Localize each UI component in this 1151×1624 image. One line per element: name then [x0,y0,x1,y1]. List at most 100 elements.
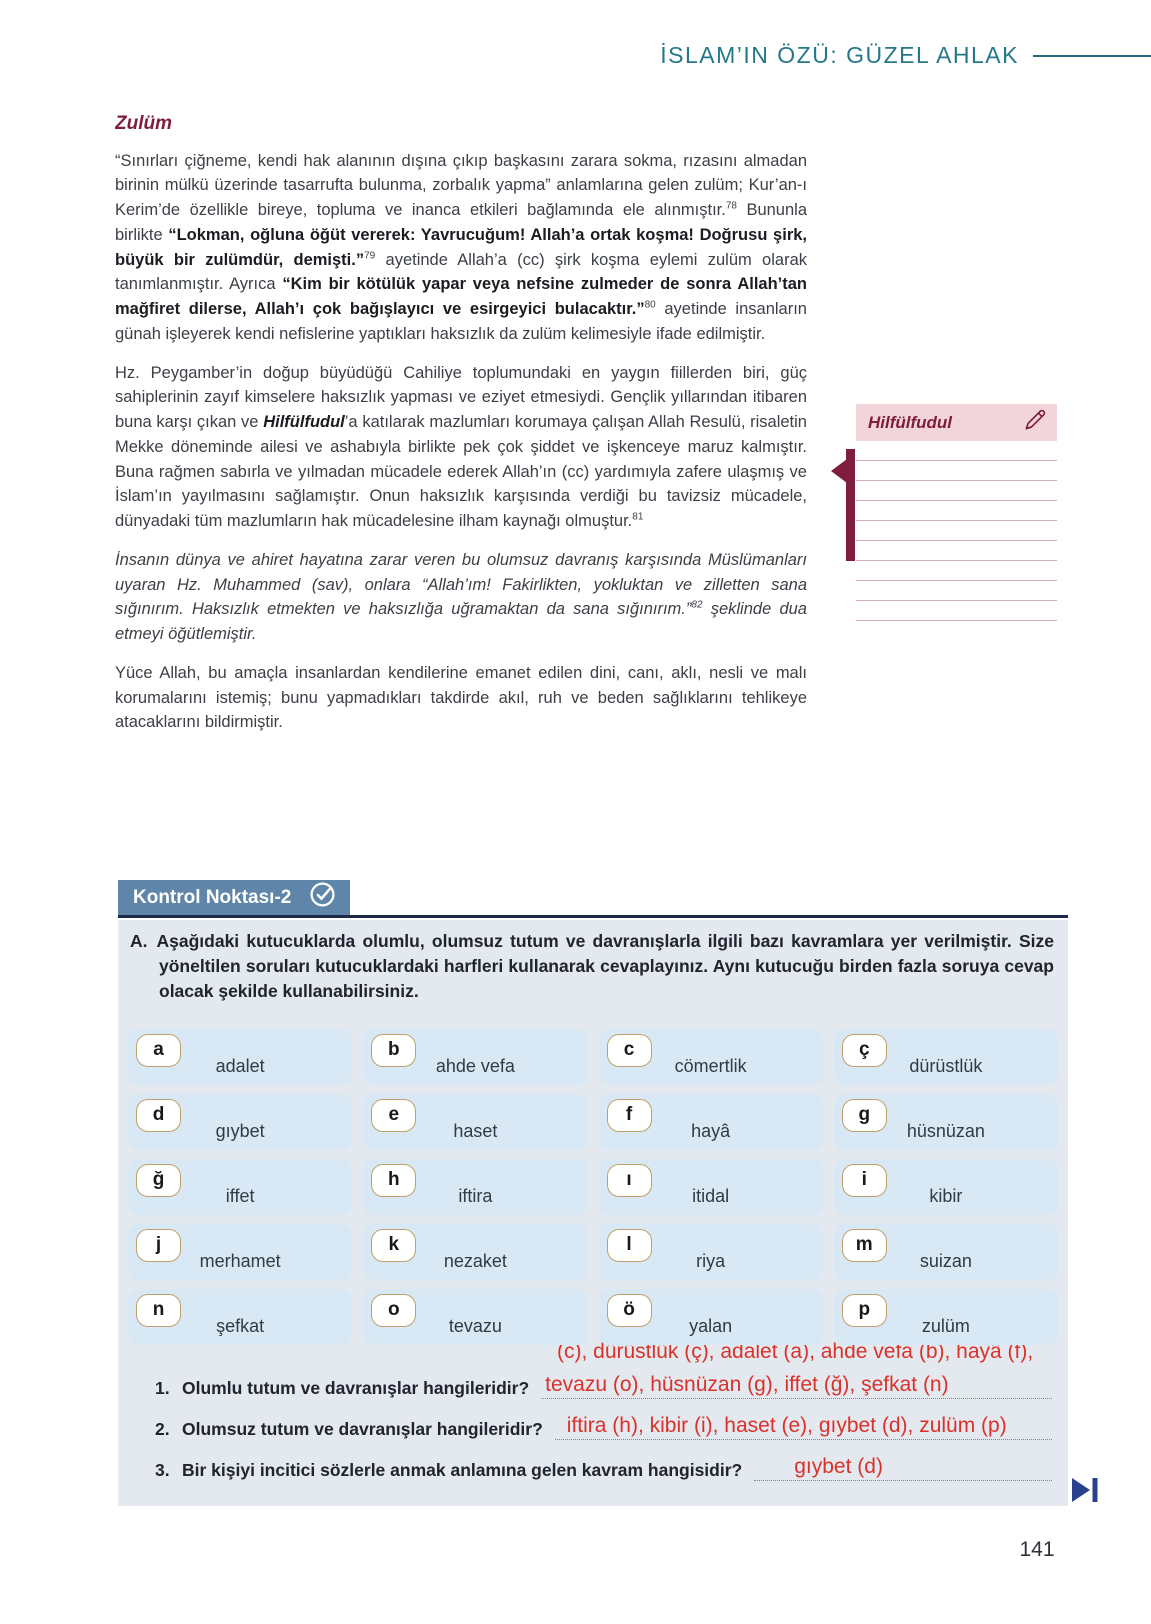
concept-label: iftira [458,1185,493,1206]
ruled-line [856,481,1057,501]
concept-letter-badge: m [841,1228,887,1262]
concept-label: hayâ [691,1120,731,1141]
check-circle-icon [309,881,336,914]
concept-letter-badge: i [841,1163,887,1197]
concept-cell-yalan: ö yalan [598,1288,823,1345]
ruled-line [856,601,1057,621]
concept-letter-badge: h [371,1163,417,1197]
concept-label: riya [696,1250,726,1271]
question-3: 3. Bir kişiyi incitici sözlerle anmak an… [155,1455,1052,1481]
ruled-line [856,441,1057,461]
handwritten-answer-1-overflow: (c), dürüstlük (ç), adalet (a), ahde vef… [557,1339,1034,1363]
concept-letter-badge: l [606,1228,652,1262]
concept-letter-badge: p [841,1293,887,1327]
page-number: 141 [1019,1538,1055,1561]
control-point-label: Kontrol Noktası-2 [133,886,292,908]
note-box-title: Hilfülfudul [868,412,953,432]
question-list: 1. Olumlu tutum ve davranışlar hangileri… [155,1373,1052,1481]
ruled-line [856,521,1057,541]
answer-blank-1[interactable]: tevazu (o), hüsnüzan (g), iffet (ğ), şef… [541,1373,1052,1399]
instruction-text: Aşağıdaki kutucuklarda olumlu, olumsuz t… [156,931,1055,1002]
next-page-icon[interactable] [1071,1477,1101,1508]
answer-blank-3[interactable]: gıybet (d) [754,1455,1052,1481]
concept-label: suizan [919,1250,972,1271]
ruled-line [856,501,1057,521]
concept-cell-haset: e haset [363,1093,588,1150]
concept-letter-badge: j [136,1228,181,1262]
exercise-instruction: A. Aşağıdaki kutucuklarda olumlu, olumsuz… [118,920,1068,1005]
question-1: 1. Olumlu tutum ve davranışlar hangileri… [155,1373,1052,1399]
concept-cell-durustluk: ç dürüstlük [833,1028,1058,1085]
concept-cell-tevazu: o tevazu [363,1288,588,1345]
concept-label: yalan [689,1315,733,1336]
concept-label: itidal [692,1185,730,1206]
question-2: 2. Olumsuz tutum ve davranışlar hangiler… [155,1414,1052,1440]
pencil-icon [1022,407,1048,438]
concept-letter-badge: ı [606,1163,652,1197]
ruled-line [856,581,1057,601]
handwritten-answer-1: tevazu (o), hüsnüzan (g), iffet (ğ), şef… [545,1372,949,1396]
concept-letter-badge: ğ [136,1163,181,1197]
concept-label: iffet [225,1185,255,1206]
concept-cell-merhamet: j merhamet [128,1223,353,1280]
concept-cell-comertlik: c cömertlik [598,1028,823,1085]
question-number: 1. [155,1377,170,1398]
concept-letter-badge: f [606,1098,652,1132]
handwritten-answer-2: iftira (h), kibir (i), haset (e), gıybet… [566,1413,1007,1437]
concept-label: gıybet [215,1120,265,1141]
ruled-line [856,541,1057,561]
note-writing-area[interactable] [856,441,1057,621]
concept-cell-iftira: h iftira [363,1158,588,1215]
concept-cell-ahde-vefa: b ahde vefa [363,1028,588,1085]
concept-cell-zulum: p zulüm [833,1288,1058,1345]
question-number: 3. [155,1459,170,1480]
chapter-title: İSLAM’IN ÖZÜ: GÜZEL AHLAK [660,42,1019,68]
paragraph-prayer-quote: İnsanın dünya ve ahiret hayatına zarar v… [115,550,807,643]
margin-marker-bar [846,449,855,561]
concept-label: dürüstlük [909,1055,983,1076]
concept-letter-badge: c [606,1033,652,1067]
concept-cell-itidal: ı itidal [598,1158,823,1215]
concept-label: ahde vefa [435,1055,515,1076]
concept-cell-riya: l riya [598,1223,823,1280]
paragraph-zulum-definition: “Sınırları çiğneme, kendi hak alanının d… [115,151,807,343]
question-number: 2. [155,1418,170,1439]
control-point-badge: Kontrol Noktası-2 [118,880,351,915]
concept-label: cömertlik [674,1055,747,1076]
header-rule [1033,54,1151,57]
concept-letter-badge: a [136,1033,181,1067]
handwritten-answer-3: gıybet (d) [794,1454,883,1478]
concept-letter-badge: d [136,1098,181,1132]
ruled-line [856,561,1057,581]
concept-cell-husnuzan: g hüsnüzan [833,1093,1058,1150]
left-arrow-marker-icon [831,459,847,483]
answer-blank-2[interactable]: iftira (h), kibir (i), haset (e), gıybet… [554,1413,1052,1440]
concept-cell-nezaket: k nezaket [363,1223,588,1280]
concept-cell-iffet: ğ iffet [128,1158,353,1215]
concept-letter-badge: n [136,1293,181,1327]
instruction-label: A. [130,931,148,951]
article-column: Zulüm “Sınırları çiğneme, kendi hak alan… [115,110,807,875]
concept-cell-giybet: d gıybet [128,1093,353,1150]
concept-label: haset [453,1120,498,1141]
page-header: İSLAM’IN ÖZÜ: GÜZEL AHLAK [0,42,1151,69]
concept-letter-badge: ç [841,1033,887,1067]
concept-grid: a adalet b ahde vefa c cömertlik ç dürüstlük… [128,1028,1058,1345]
concept-label: adalet [215,1055,265,1076]
concept-letter-badge: ö [606,1293,652,1327]
question-text: Bir kişiyi incitici sözlerle anmak anlam… [182,1459,743,1480]
concept-cell-suizan: m suizan [833,1223,1058,1280]
concept-cell-sefkat: n şefkat [128,1288,353,1345]
section-divider-rule [118,915,1068,918]
concept-letter-badge: g [841,1098,887,1132]
concept-label: merhamet [199,1250,281,1271]
concept-label: zulüm [921,1315,970,1336]
question-text: Olumlu tutum ve davranışlar hangileridir… [182,1377,530,1398]
concept-label: hüsnüzan [906,1120,985,1141]
paragraph-protection: Yüce Allah, bu amaçla insanlardan kendil… [115,663,807,732]
note-box-header: Hilfülfudul [856,404,1057,441]
concept-letter-badge: e [371,1098,417,1132]
concept-cell-adalet: a adalet [128,1028,353,1085]
ruled-line [856,461,1057,481]
